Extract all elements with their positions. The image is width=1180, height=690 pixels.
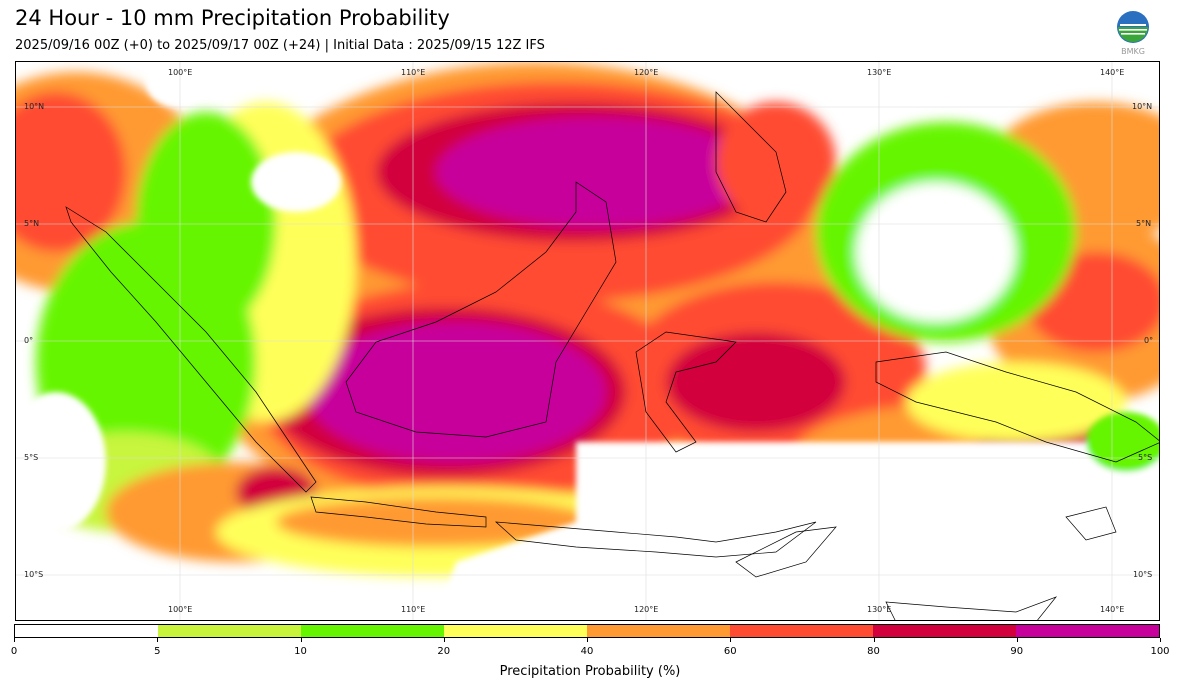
probability-field	[16, 62, 1159, 620]
lon-label-130-top: 130°E	[867, 68, 892, 77]
map-subtitle: 2025/09/16 00Z (+0) to 2025/09/17 00Z (+…	[15, 38, 545, 53]
map-title: 24 Hour - 10 mm Precipitation Probabilit…	[15, 6, 450, 30]
colorbar-segment	[873, 625, 1016, 637]
lon-label-110-top: 110°E	[401, 68, 426, 77]
lat-label-5s-left: 5°S	[24, 453, 39, 462]
colorbar-segment	[301, 625, 444, 637]
colorbar-segment	[1016, 625, 1159, 637]
colorbar-tick-label: 100	[1150, 646, 1170, 657]
colorbar-tick-mark	[14, 638, 15, 642]
colorbar-segment	[158, 625, 301, 637]
lon-label-120-bottom: 120°E	[634, 605, 659, 614]
colorbar-tick-label: 80	[867, 646, 880, 657]
colorbar-tick-mark	[1160, 638, 1161, 642]
colorbar-tick-mark	[300, 638, 302, 642]
lon-label-140-bottom: 140°E	[1100, 605, 1125, 614]
colorbar-tick-mark	[443, 638, 445, 642]
colorbar-tick-label: 40	[580, 646, 594, 657]
lon-label-100-top: 100°E	[168, 68, 193, 77]
lat-label-10s-left: 10°S	[24, 570, 44, 579]
lon-label-130-bottom: 130°E	[867, 605, 892, 614]
colorbar-segment	[730, 625, 873, 637]
logo-text: BMKG	[1121, 47, 1145, 56]
colorbar-label: Precipitation Probability (%)	[499, 664, 681, 679]
colorbar-tick-mark	[157, 638, 159, 642]
colorbar-segment	[15, 625, 158, 637]
colorbar-segment	[587, 625, 730, 637]
lat-label-5s-right: 5°S	[1138, 453, 1153, 462]
colorbar-tick-label: 10	[294, 646, 307, 657]
lat-label-10s-right: 10°S	[1133, 570, 1153, 579]
colorbar-tick-label: 90	[1010, 646, 1024, 657]
precipitation-map: 100°E 110°E 120°E 130°E 140°E 100°E 110°…	[15, 61, 1160, 621]
colorbar-tick-label: 0	[10, 646, 18, 657]
lon-label-120-top: 120°E	[634, 68, 659, 77]
colorbar-tick-mark	[587, 638, 588, 642]
bmkg-logo-icon: BMKG	[1117, 11, 1149, 56]
lat-label-5n-right: 5°N	[1136, 219, 1152, 228]
lat-label-10n-right: 10°N	[1132, 102, 1153, 111]
bmkg-logo: BMKG	[1115, 10, 1151, 56]
colorbar-tick-mark	[873, 638, 875, 642]
colorbar-segment	[444, 625, 587, 637]
lon-label-100-bottom: 100°E	[168, 605, 193, 614]
lat-label-0-left: 0°	[24, 336, 34, 345]
lon-label-140-top: 140°E	[1100, 68, 1125, 77]
lat-label-10n-left: 10°N	[24, 102, 45, 111]
colorbar-tick-label: 5	[154, 646, 161, 657]
colorbar-tick-mark	[730, 638, 732, 642]
colorbar-tick-label: 60	[723, 646, 737, 657]
lat-label-5n-left: 5°N	[24, 219, 40, 228]
colorbar-tick-label: 20	[437, 646, 451, 657]
colorbar-tick-mark	[1016, 638, 1018, 642]
lat-label-0-right: 0°	[1144, 336, 1154, 345]
colorbar	[14, 624, 1160, 638]
lon-label-110-bottom: 110°E	[401, 605, 426, 614]
